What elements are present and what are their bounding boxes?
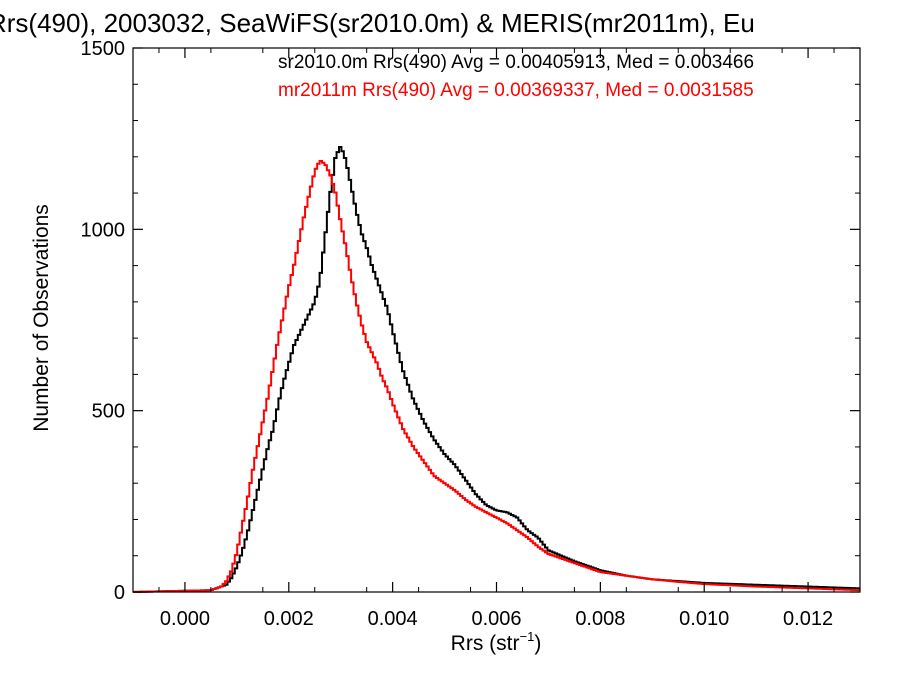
x-axis-label-superscript: −1	[520, 629, 535, 644]
annotation-red: mr2011m Rrs(490) Avg = 0.00369337, Med =…	[278, 80, 754, 101]
series-line-2	[133, 160, 860, 593]
x-tick-label: 0.002	[264, 608, 314, 630]
chart-title: Rrs(490), 2003032, SeaWiFS(sr2010.0m) & …	[0, 8, 755, 38]
series-layer	[133, 146, 860, 593]
x-tick-label: 0.000	[160, 608, 210, 630]
x-tick-label: 0.010	[679, 608, 729, 630]
y-tick-label: 1500	[81, 38, 126, 60]
x-axis-label-main: Rrs (str	[451, 632, 520, 655]
series-line-1	[133, 146, 860, 593]
y-axis-label: Number of Observations	[30, 204, 53, 432]
x-tick-label: 0.012	[783, 608, 833, 630]
y-tick-label: 1000	[81, 219, 126, 241]
x-tick-label: 0.006	[471, 608, 521, 630]
tick-layer: 0.000 0.002 0.004 0.006 0.008 0.010 0.012 0 500 1…	[81, 38, 860, 630]
y-tick-label: 500	[92, 401, 125, 423]
x-tick-label: 0.008	[575, 608, 625, 630]
annotation-black: sr2010.0m Rrs(490) Avg = 0.00405913, Med…	[278, 52, 754, 73]
x-tick-label: 0.004	[368, 608, 418, 630]
x-axis-label: Rrs (str−1)	[451, 629, 542, 655]
x-axis-label-close: )	[534, 632, 541, 655]
y-tick-label: 0	[114, 582, 125, 604]
